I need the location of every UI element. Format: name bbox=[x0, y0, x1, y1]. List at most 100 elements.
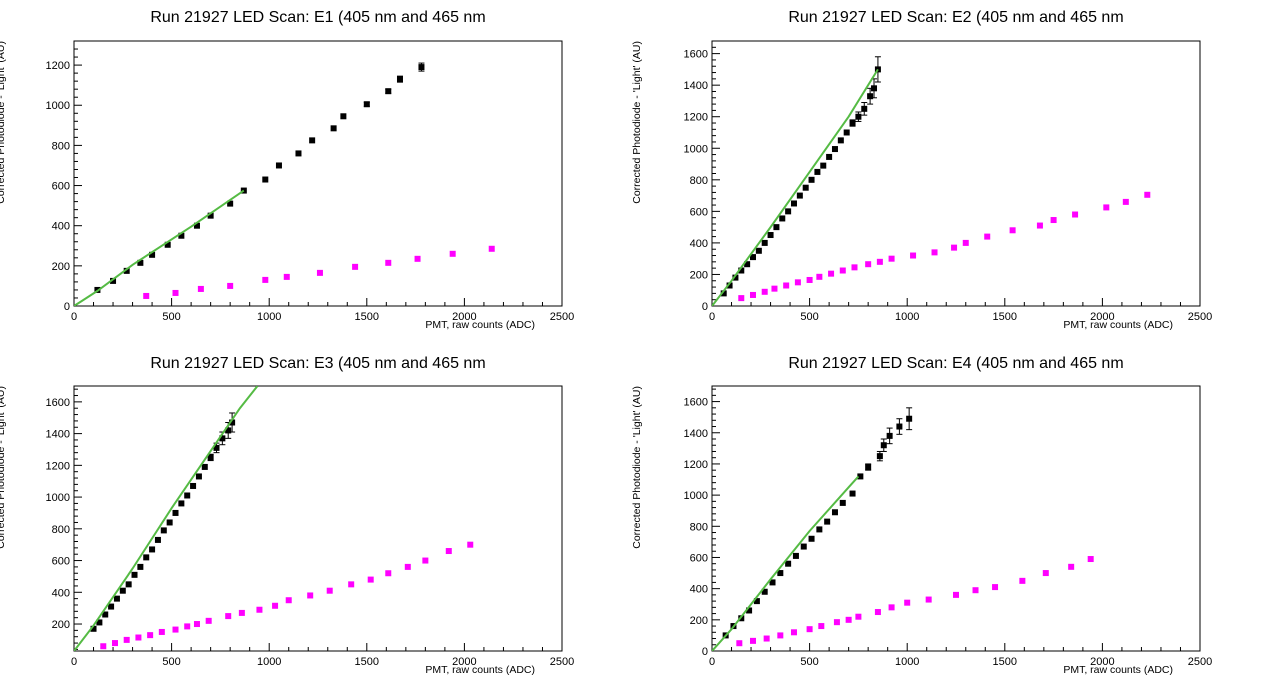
data-point-magenta bbox=[806, 276, 813, 283]
data-point-magenta bbox=[256, 606, 263, 613]
data-point-magenta bbox=[135, 634, 142, 641]
data-point-magenta bbox=[984, 233, 991, 240]
data-point-magenta bbox=[1042, 570, 1049, 577]
chart-title: Run 21927 LED Scan: E3 (405 nm and 465 n… bbox=[150, 355, 485, 372]
data-point-magenta bbox=[1050, 217, 1057, 224]
data-point-black bbox=[137, 563, 144, 570]
y-tick-label: 400 bbox=[690, 584, 708, 596]
data-point-black bbox=[418, 64, 425, 71]
x-tick-label: 2000 bbox=[1090, 311, 1114, 323]
data-point-magenta bbox=[307, 592, 314, 599]
data-point-black bbox=[113, 595, 120, 602]
data-point-magenta bbox=[738, 295, 745, 302]
chart-panel-1: Run 21927 LED Scan: E1 (405 nm and 465 n… bbox=[0, 9, 574, 331]
data-point-magenta bbox=[1122, 198, 1129, 205]
plot-area bbox=[74, 62, 495, 306]
data-point-magenta bbox=[816, 273, 823, 280]
data-point-black bbox=[227, 200, 234, 207]
data-point-magenta bbox=[143, 292, 150, 299]
x-tick-label: 1000 bbox=[895, 311, 919, 323]
data-point-black bbox=[785, 208, 792, 215]
data-point-magenta bbox=[449, 250, 456, 257]
data-point-black bbox=[123, 267, 130, 274]
data-point-black bbox=[779, 215, 786, 222]
fit-line bbox=[74, 189, 245, 306]
data-point-magenta bbox=[833, 619, 840, 626]
data-point-black bbox=[761, 588, 768, 595]
data-point-black bbox=[110, 277, 117, 284]
x-tick-label: 1500 bbox=[993, 656, 1017, 668]
plot-frame bbox=[711, 40, 1201, 307]
x-tick-label: 1000 bbox=[257, 656, 281, 668]
x-tick-label: 1000 bbox=[895, 656, 919, 668]
data-point-magenta bbox=[1009, 227, 1016, 234]
data-point-black bbox=[738, 267, 745, 274]
data-point-magenta bbox=[904, 599, 911, 606]
data-point-magenta bbox=[806, 626, 813, 633]
data-point-black bbox=[137, 259, 144, 266]
data-point-magenta bbox=[749, 291, 756, 298]
x-tick-label: 1500 bbox=[355, 311, 379, 323]
x-tick-label: 500 bbox=[800, 656, 818, 668]
y-tick-label: 1000 bbox=[684, 143, 708, 155]
data-point-magenta bbox=[467, 541, 474, 548]
data-point-magenta bbox=[855, 613, 862, 620]
plot-area bbox=[712, 56, 1151, 306]
data-point-black bbox=[726, 282, 733, 289]
data-point-black bbox=[225, 427, 232, 434]
y-tick-label: 800 bbox=[690, 521, 708, 533]
data-point-black bbox=[90, 625, 97, 632]
data-point-magenta bbox=[931, 249, 938, 256]
data-point-magenta bbox=[352, 263, 359, 270]
y-tick-label: 400 bbox=[690, 238, 708, 250]
data-point-magenta bbox=[283, 273, 290, 280]
y-tick-label: 200 bbox=[690, 269, 708, 281]
data-point-magenta bbox=[285, 597, 292, 604]
y-tick-label: 1400 bbox=[46, 429, 70, 441]
x-tick-label: 1500 bbox=[993, 311, 1017, 323]
x-axis-label: PMT, raw counts (ADC) bbox=[1063, 664, 1173, 676]
data-point-magenta bbox=[876, 258, 883, 265]
data-point-black bbox=[831, 509, 838, 516]
data-point-magenta bbox=[910, 252, 917, 259]
plot-frame bbox=[73, 40, 563, 307]
y-axis-label: Corrected Photodiode - 'Light' (AU) bbox=[0, 386, 7, 549]
data-point-black bbox=[814, 168, 821, 175]
data-point-black bbox=[855, 113, 862, 120]
data-point-magenta bbox=[790, 629, 797, 636]
data-point-magenta bbox=[972, 587, 979, 594]
x-axis-label: PMT, raw counts (ADC) bbox=[425, 319, 535, 331]
data-point-black bbox=[816, 526, 823, 533]
x-axis-label: PMT, raw counts (ADC) bbox=[1063, 319, 1173, 331]
y-tick-label: 1600 bbox=[46, 397, 70, 409]
data-point-black bbox=[861, 105, 868, 112]
data-point-magenta bbox=[193, 621, 200, 628]
data-point-magenta bbox=[818, 623, 825, 630]
data-point-magenta bbox=[111, 640, 118, 647]
y-tick-label: 1400 bbox=[684, 428, 708, 440]
y-tick-label: 1200 bbox=[46, 460, 70, 472]
data-point-magenta bbox=[225, 613, 232, 620]
data-point-black bbox=[96, 619, 103, 626]
data-point-magenta bbox=[794, 279, 801, 286]
data-point-black bbox=[849, 490, 856, 497]
x-tick-label: 2000 bbox=[452, 656, 476, 668]
data-point-black bbox=[201, 463, 208, 470]
data-point-magenta bbox=[385, 570, 392, 577]
y-axis-label: Corrected Photodiode - 'Light' (AU) bbox=[631, 41, 643, 204]
y-tick-label: 1000 bbox=[46, 492, 70, 504]
data-point-black bbox=[125, 581, 132, 588]
x-tick-label: 0 bbox=[71, 311, 77, 323]
plot-frame bbox=[73, 385, 563, 652]
data-point-black bbox=[154, 536, 161, 543]
x-tick-label: 0 bbox=[71, 656, 77, 668]
data-point-magenta bbox=[992, 584, 999, 591]
data-point-black bbox=[824, 518, 831, 525]
data-point-magenta bbox=[404, 563, 411, 570]
chart-title: Run 21927 LED Scan: E4 (405 nm and 465 n… bbox=[788, 355, 1123, 372]
y-tick-label: 0 bbox=[702, 301, 708, 313]
y-tick-label: 800 bbox=[690, 175, 708, 187]
data-point-black bbox=[777, 570, 784, 577]
data-point-black bbox=[207, 212, 214, 219]
